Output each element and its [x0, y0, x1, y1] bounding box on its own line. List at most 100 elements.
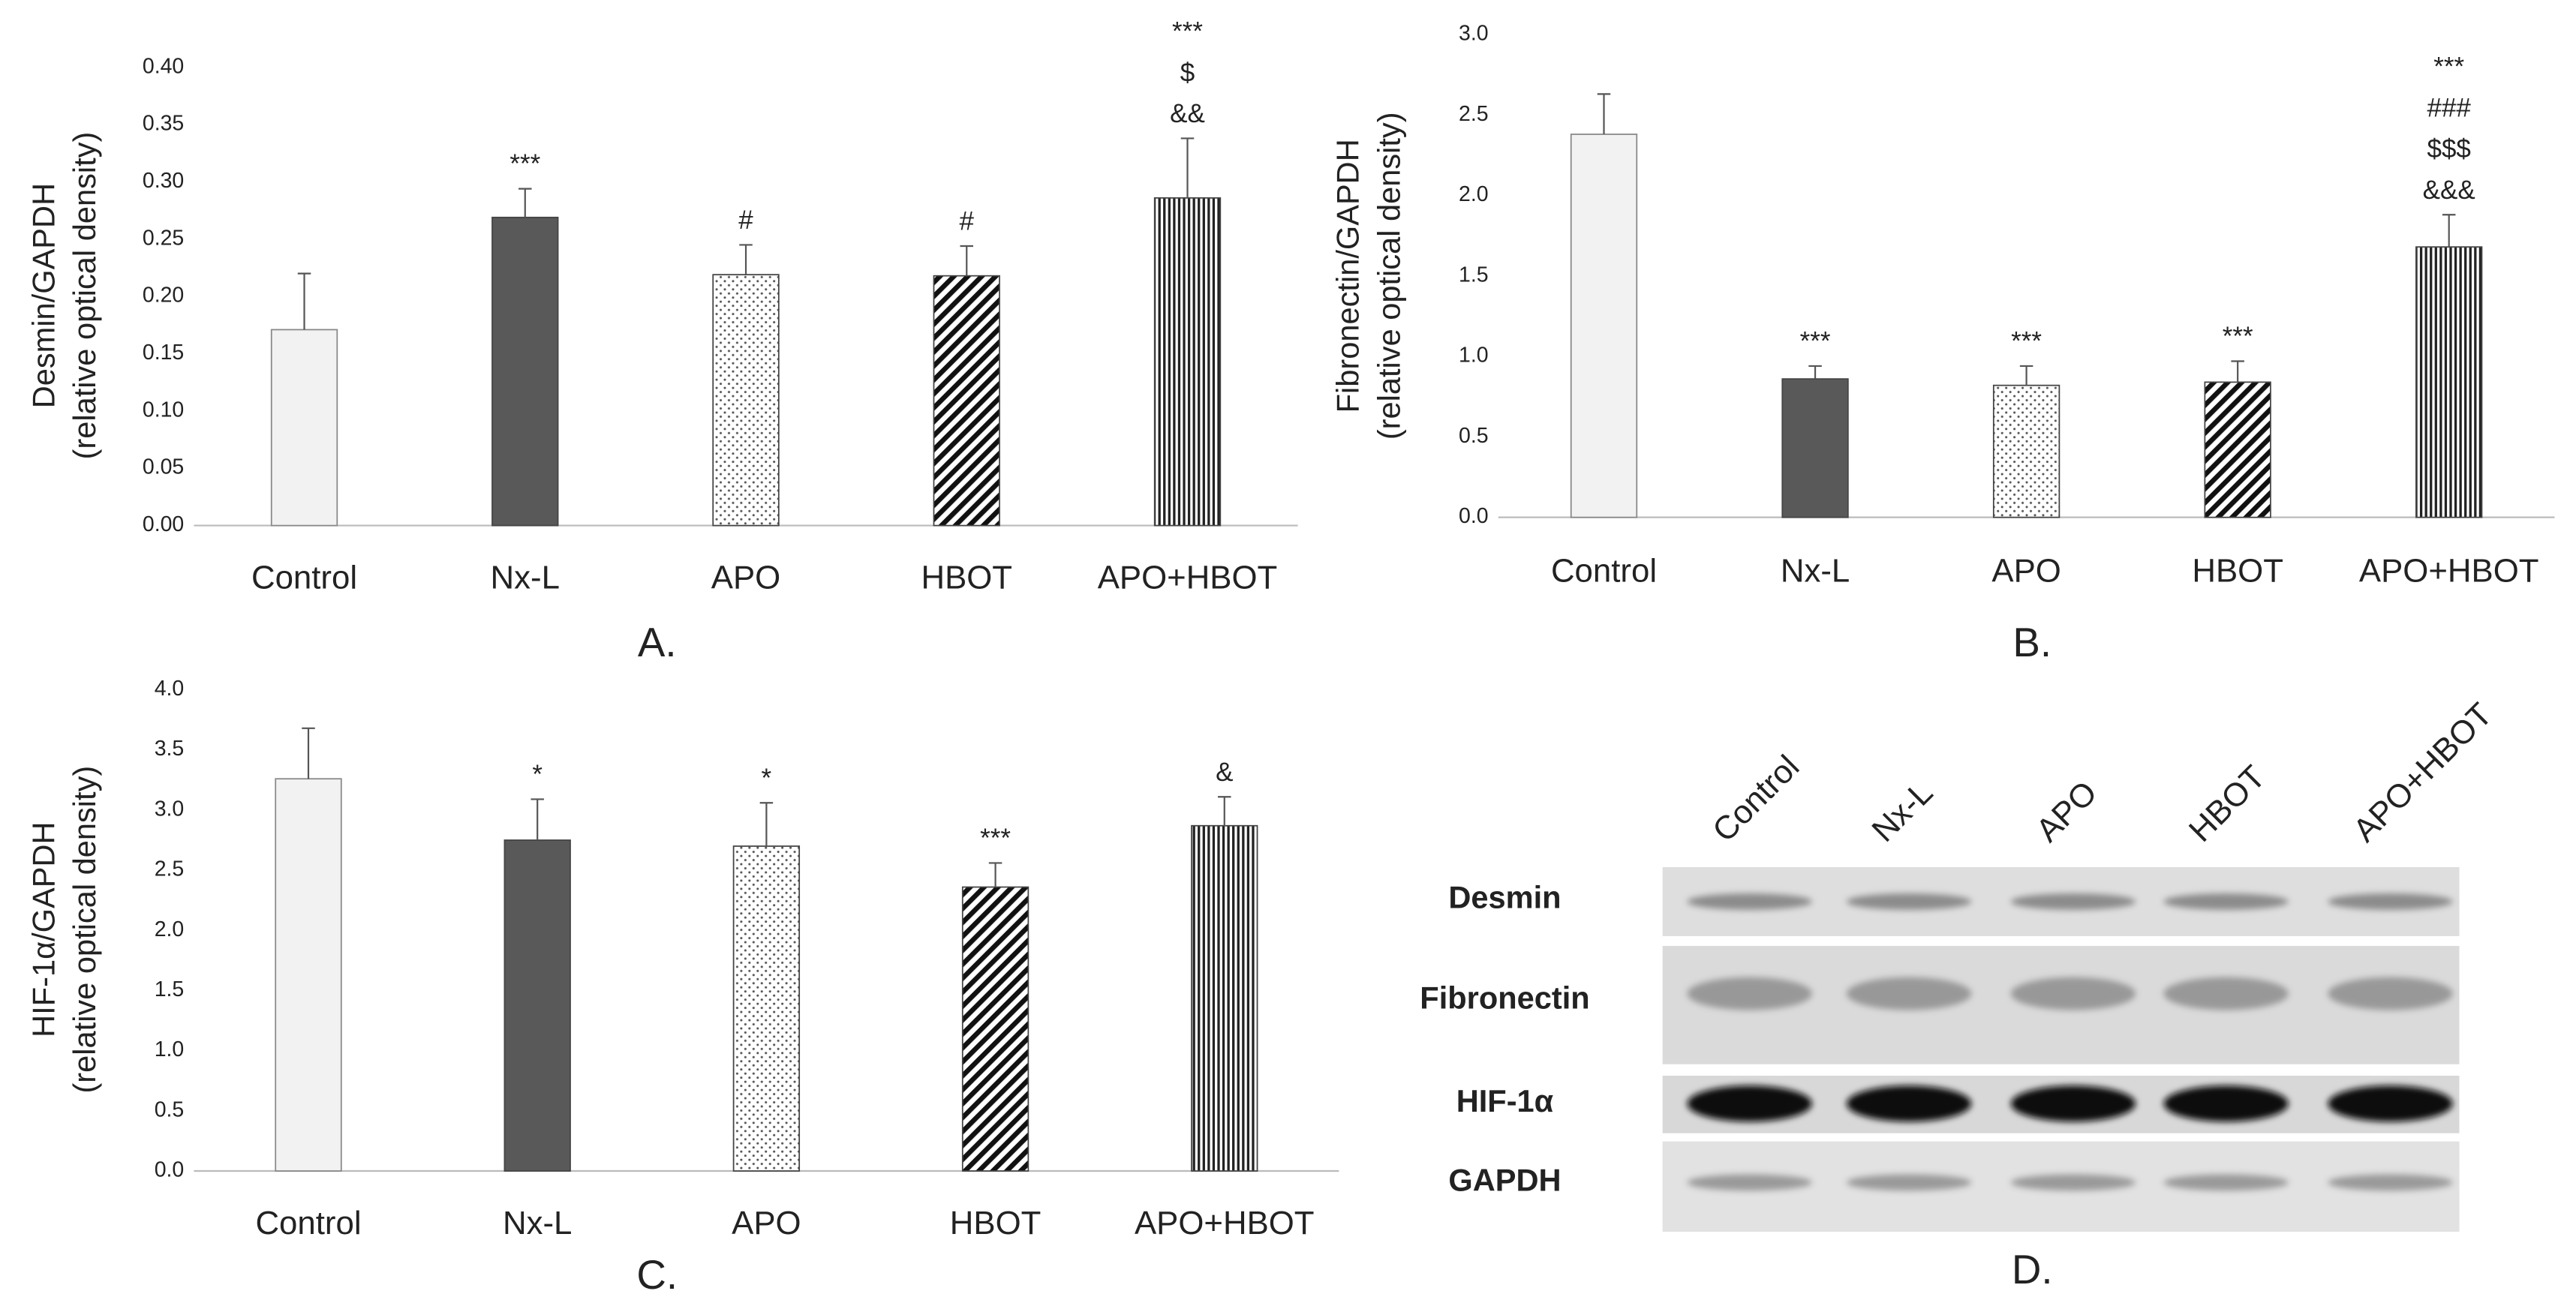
error-bar: [2019, 365, 2033, 386]
panel-label: B.: [2012, 619, 2051, 665]
x-tick-label: Nx-L: [503, 1205, 572, 1241]
blot-band: [1846, 977, 1972, 1010]
blot-band: [2163, 977, 2289, 1010]
y-tick-label: 4.0: [155, 677, 185, 701]
y-tick-label: 3.5: [155, 737, 185, 761]
y-tick-label: 2.0: [1459, 182, 1489, 206]
x-tick-label: APO: [732, 1205, 801, 1241]
x-tick-label: APO+HBOT: [1135, 1205, 1315, 1241]
blot-row-label: Fibronectin: [1420, 980, 1589, 1015]
significance-label: &&: [1170, 99, 1205, 128]
blot-band: [1846, 1174, 1972, 1191]
y-tick-label: 0.15: [143, 341, 184, 365]
blot-lane-label: APO: [2029, 774, 2104, 849]
y-tick-label: 0.25: [143, 226, 184, 250]
bar: [1992, 384, 2060, 518]
y-tick-label: 0.0: [1459, 504, 1489, 528]
bar: [712, 274, 780, 527]
y-tick-label: 2.0: [155, 917, 185, 941]
y-axis-label: HIF-1α/GAPDH: [26, 821, 61, 1037]
error-bar: [2442, 214, 2456, 248]
significance-label: ***: [2223, 322, 2253, 351]
error-bar: [531, 798, 544, 840]
y-tick-label: 1.0: [1459, 344, 1489, 368]
x-tick-label: Nx-L: [1781, 553, 1850, 590]
error-bar: [519, 188, 532, 218]
y-tick-label: 1.5: [1459, 263, 1489, 287]
error-bar: [960, 245, 974, 276]
error-bar: [739, 244, 753, 275]
blot-band: [2010, 893, 2136, 910]
bar: [1153, 197, 1222, 527]
x-tick-label: APO+HBOT: [2359, 553, 2539, 590]
blot-row-label: GAPDH: [1448, 1162, 1561, 1197]
y-axis-label: (relative optical density): [1371, 112, 1406, 440]
error-bar: [988, 862, 1002, 887]
significance-label: *: [762, 764, 772, 793]
blot-row-label: Desmin: [1448, 880, 1561, 915]
panel-label: D.: [2012, 1246, 2053, 1292]
significance-label: *: [532, 760, 543, 789]
error-bar: [302, 727, 315, 779]
blot-band: [2163, 1174, 2289, 1191]
significance-label: $: [1180, 58, 1195, 87]
blot-row-label: HIF-1α: [1456, 1083, 1554, 1118]
error-bar: [1808, 365, 1822, 380]
blot-lane-label: Nx-L: [1865, 774, 1940, 849]
y-tick-label: 3.0: [155, 797, 185, 821]
blot-lane-label: HBOT: [2182, 758, 2273, 849]
x-tick-label: APO: [711, 559, 780, 596]
bar: [270, 329, 338, 527]
y-tick-label: 0.30: [143, 169, 184, 193]
x-tick-label: Control: [1551, 553, 1657, 590]
y-tick-label: 0.05: [143, 455, 184, 479]
blot-band: [2010, 1085, 2136, 1122]
significance-label: ***: [2011, 327, 2042, 356]
blot-band: [2010, 1174, 2136, 1191]
x-tick-label: Control: [255, 1205, 361, 1241]
significance-label: $$$: [2427, 134, 2470, 164]
significance-label: ***: [2433, 53, 2464, 82]
error-bar: [2231, 360, 2244, 383]
panel-label: A.: [638, 619, 677, 665]
bar: [275, 778, 342, 1172]
y-tick-label: 0.00: [143, 512, 184, 536]
error-bar: [1218, 796, 1231, 826]
significance-label: &&&: [2423, 176, 2475, 205]
y-tick-label: 3.0: [1459, 21, 1489, 45]
x-tick-label: APO: [1991, 553, 2060, 590]
x-tick-label: Control: [251, 559, 357, 596]
y-tick-label: 2.5: [1459, 102, 1489, 126]
y-tick-label: 0.10: [143, 398, 184, 422]
blot-band: [2328, 1174, 2453, 1191]
x-tick-label: APO+HBOT: [1098, 559, 1278, 596]
significance-label: #: [738, 206, 753, 235]
blot-band: [2328, 977, 2453, 1010]
x-tick-label: HBOT: [921, 559, 1012, 596]
significance-label: ***: [1172, 17, 1203, 47]
blot-band: [2328, 893, 2453, 910]
blot-lane-label: APO+HBOT: [2346, 696, 2499, 849]
significance-label: ***: [980, 824, 1011, 853]
blot-lane-label: Control: [1706, 748, 1806, 848]
y-tick-label: 0.0: [155, 1158, 185, 1182]
bar: [961, 886, 1029, 1172]
error-bar: [759, 802, 774, 846]
y-tick-label: 1.5: [155, 977, 185, 1001]
y-tick-label: 1.0: [155, 1037, 185, 1061]
y-axis-label: (relative optical density): [67, 132, 102, 460]
error-bar: [1180, 137, 1195, 198]
y-axis-label: Desmin/GAPDH: [26, 183, 61, 408]
bar: [1570, 134, 1638, 518]
bar: [2415, 246, 2483, 518]
y-axis-label: (relative optical density): [67, 766, 102, 1094]
bar: [1781, 378, 1849, 518]
blot-band: [1687, 1085, 1812, 1122]
x-tick-label: HBOT: [950, 1205, 1042, 1241]
significance-label: ***: [509, 149, 540, 179]
y-tick-label: 0.40: [143, 54, 184, 78]
blot-band: [2163, 893, 2289, 910]
y-tick-label: 0.5: [155, 1097, 185, 1121]
error-bar: [297, 272, 311, 330]
